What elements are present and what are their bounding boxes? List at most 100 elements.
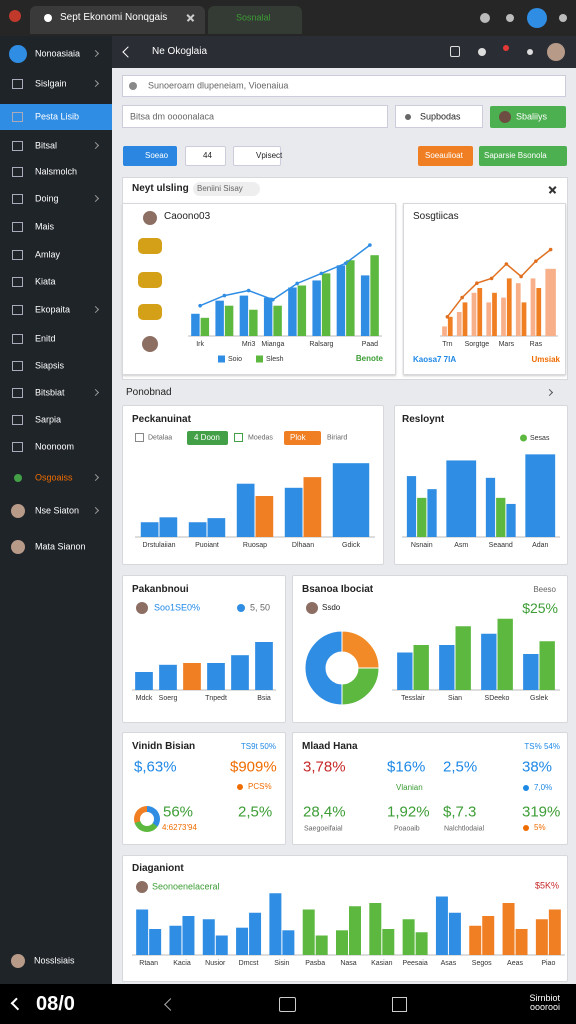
icon — [12, 388, 23, 398]
label: Pakanbnoui — [132, 584, 189, 595]
label: 5, 50 — [250, 602, 271, 613]
navbar — [0, 984, 576, 1024]
label: Bitsal — [35, 140, 58, 151]
icon — [12, 250, 23, 260]
icon — [12, 277, 23, 287]
label: Nosslsiais — [34, 955, 75, 966]
icon — [12, 141, 23, 151]
label: Soeao — [145, 151, 169, 160]
label: Enitd — [35, 333, 56, 344]
home[interactable] — [279, 997, 296, 1012]
card — [292, 575, 568, 723]
label: Poaoaib — [394, 825, 420, 833]
label: Benote — [355, 354, 383, 363]
icon — [480, 13, 490, 23]
label: Sunoeroam dlupeneiam, Vioenaiua — [148, 80, 289, 91]
search-input[interactable] — [122, 75, 566, 97]
button[interactable] — [418, 146, 473, 166]
label: 5% — [534, 823, 546, 832]
label: $,7.3 — [443, 803, 477, 821]
label: Resloynt — [402, 414, 445, 425]
icon — [12, 442, 23, 452]
button[interactable] — [490, 106, 566, 128]
icon — [136, 602, 148, 614]
button[interactable] — [479, 146, 567, 166]
label: Soeaulioat — [425, 151, 463, 160]
label: 1,92% — [387, 803, 430, 821]
label: 2,5% — [238, 803, 273, 821]
button[interactable] — [123, 146, 177, 166]
label: 3,78% — [303, 758, 346, 776]
chip — [193, 182, 260, 196]
label: Caoono03 — [164, 211, 211, 222]
back[interactable] — [164, 998, 177, 1011]
label: $,63% — [134, 758, 177, 776]
checkbox — [234, 433, 243, 442]
icon — [14, 474, 22, 482]
label: Bitsa dm oooonalaca — [130, 111, 215, 122]
tab[interactable] — [30, 6, 205, 34]
icon — [9, 10, 21, 22]
label: Diaganiont — [132, 863, 184, 874]
input[interactable] — [122, 105, 388, 128]
label: Nalsmolch — [35, 166, 78, 177]
icon — [143, 211, 157, 225]
label: Bsanoa Ibociat — [302, 584, 374, 595]
label: Sbaliiys — [516, 111, 548, 122]
icon — [523, 825, 529, 831]
icon — [450, 46, 460, 57]
icon — [12, 112, 23, 122]
label: Detalaa — [148, 434, 173, 442]
card — [122, 575, 286, 723]
label: Sislgain — [35, 78, 67, 89]
label: 4 Doon — [194, 433, 220, 442]
label: Pesta Lisib — [35, 111, 80, 122]
label: Nonoasiaia — [35, 48, 81, 59]
label: Ekopaita — [35, 304, 71, 315]
label: Biriard — [327, 434, 348, 442]
ring-hole — [140, 812, 154, 826]
checkbox — [135, 433, 144, 442]
search-box[interactable] — [395, 105, 483, 128]
icon — [129, 82, 137, 90]
label: Ne Okoglaia — [152, 46, 208, 57]
label: Ponobnad — [126, 387, 172, 398]
label: Osgoaiss — [35, 472, 73, 483]
icon — [405, 114, 411, 120]
icon — [506, 14, 514, 22]
icon — [527, 49, 533, 55]
label: Vlanian — [396, 783, 423, 792]
label: Mlaad Hana — [302, 741, 358, 752]
label: Saparsie Bsonola — [484, 151, 547, 160]
recents[interactable] — [392, 997, 407, 1012]
chip — [187, 431, 228, 445]
label: 08/0 — [36, 993, 75, 1015]
label: Kiata — [35, 276, 56, 287]
button[interactable] — [233, 146, 281, 166]
label: Umsiak — [531, 355, 560, 364]
label: Supbodas — [420, 111, 461, 122]
icon — [12, 361, 23, 371]
label: 28,4% — [303, 803, 346, 821]
icon — [12, 194, 23, 204]
card — [394, 405, 568, 565]
label: 44 — [203, 151, 212, 160]
label: Ssdo — [322, 603, 341, 612]
nav-active[interactable] — [0, 104, 112, 130]
label: Soo1SE0% — [154, 602, 201, 613]
icon — [12, 79, 23, 89]
label: Amlay — [35, 249, 61, 260]
label: Sosnalal — [236, 12, 271, 23]
label: Sarpia — [35, 414, 62, 425]
label: $909% — [230, 758, 277, 776]
button[interactable] — [185, 146, 226, 166]
label: TS9t 50% — [240, 742, 276, 751]
tab[interactable] — [208, 6, 302, 34]
label: Plok — [290, 433, 306, 442]
chevron — [545, 388, 554, 397]
card — [122, 405, 384, 565]
label: 2,5% — [443, 758, 478, 776]
label: Nalchtlodaial — [444, 825, 485, 833]
label: Vpisect — [256, 151, 283, 160]
